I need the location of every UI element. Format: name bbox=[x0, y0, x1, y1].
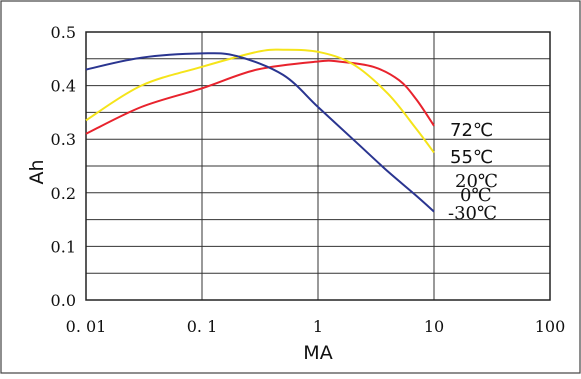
series-end-label: -30℃ bbox=[448, 203, 497, 224]
tick-labels: 0. 01 0. 1 1 10 100 0.0 0.1 0.2 0.3 0.4 0.5 bbox=[51, 23, 566, 336]
series-line bbox=[85, 52, 435, 213]
y-axis-title: Ah bbox=[26, 159, 48, 184]
series bbox=[85, 48, 435, 213]
y-tick-label: 0.0 bbox=[51, 291, 76, 310]
y-tick-label: 0.4 bbox=[51, 77, 76, 96]
y-tick-label: 0.1 bbox=[51, 237, 76, 256]
series-end-label: 20℃ bbox=[455, 171, 498, 192]
plot-area-border bbox=[85, 31, 551, 301]
y-tick-label: 0.3 bbox=[51, 130, 76, 149]
grid bbox=[86, 32, 550, 300]
series-end-label: 72℃ bbox=[450, 120, 493, 141]
series-end-label: 55℃ bbox=[450, 147, 493, 168]
x-tick-label: 1 bbox=[313, 317, 323, 336]
x-axis-title: MA bbox=[303, 342, 332, 364]
x-tick-label: 0. 01 bbox=[66, 317, 107, 336]
series-end-label: 0℃ bbox=[460, 185, 492, 206]
series-line bbox=[85, 48, 435, 154]
series-line bbox=[85, 59, 435, 135]
y-tick-label: 0.2 bbox=[51, 184, 76, 203]
x-tick-label: 10 bbox=[424, 317, 444, 336]
y-tick-label: 0.5 bbox=[51, 23, 76, 42]
series-labels: 72℃ 55℃ 20℃0℃-30℃ bbox=[448, 120, 498, 224]
x-tick-label: 0. 1 bbox=[187, 317, 218, 336]
x-tick-label: 100 bbox=[535, 317, 566, 336]
